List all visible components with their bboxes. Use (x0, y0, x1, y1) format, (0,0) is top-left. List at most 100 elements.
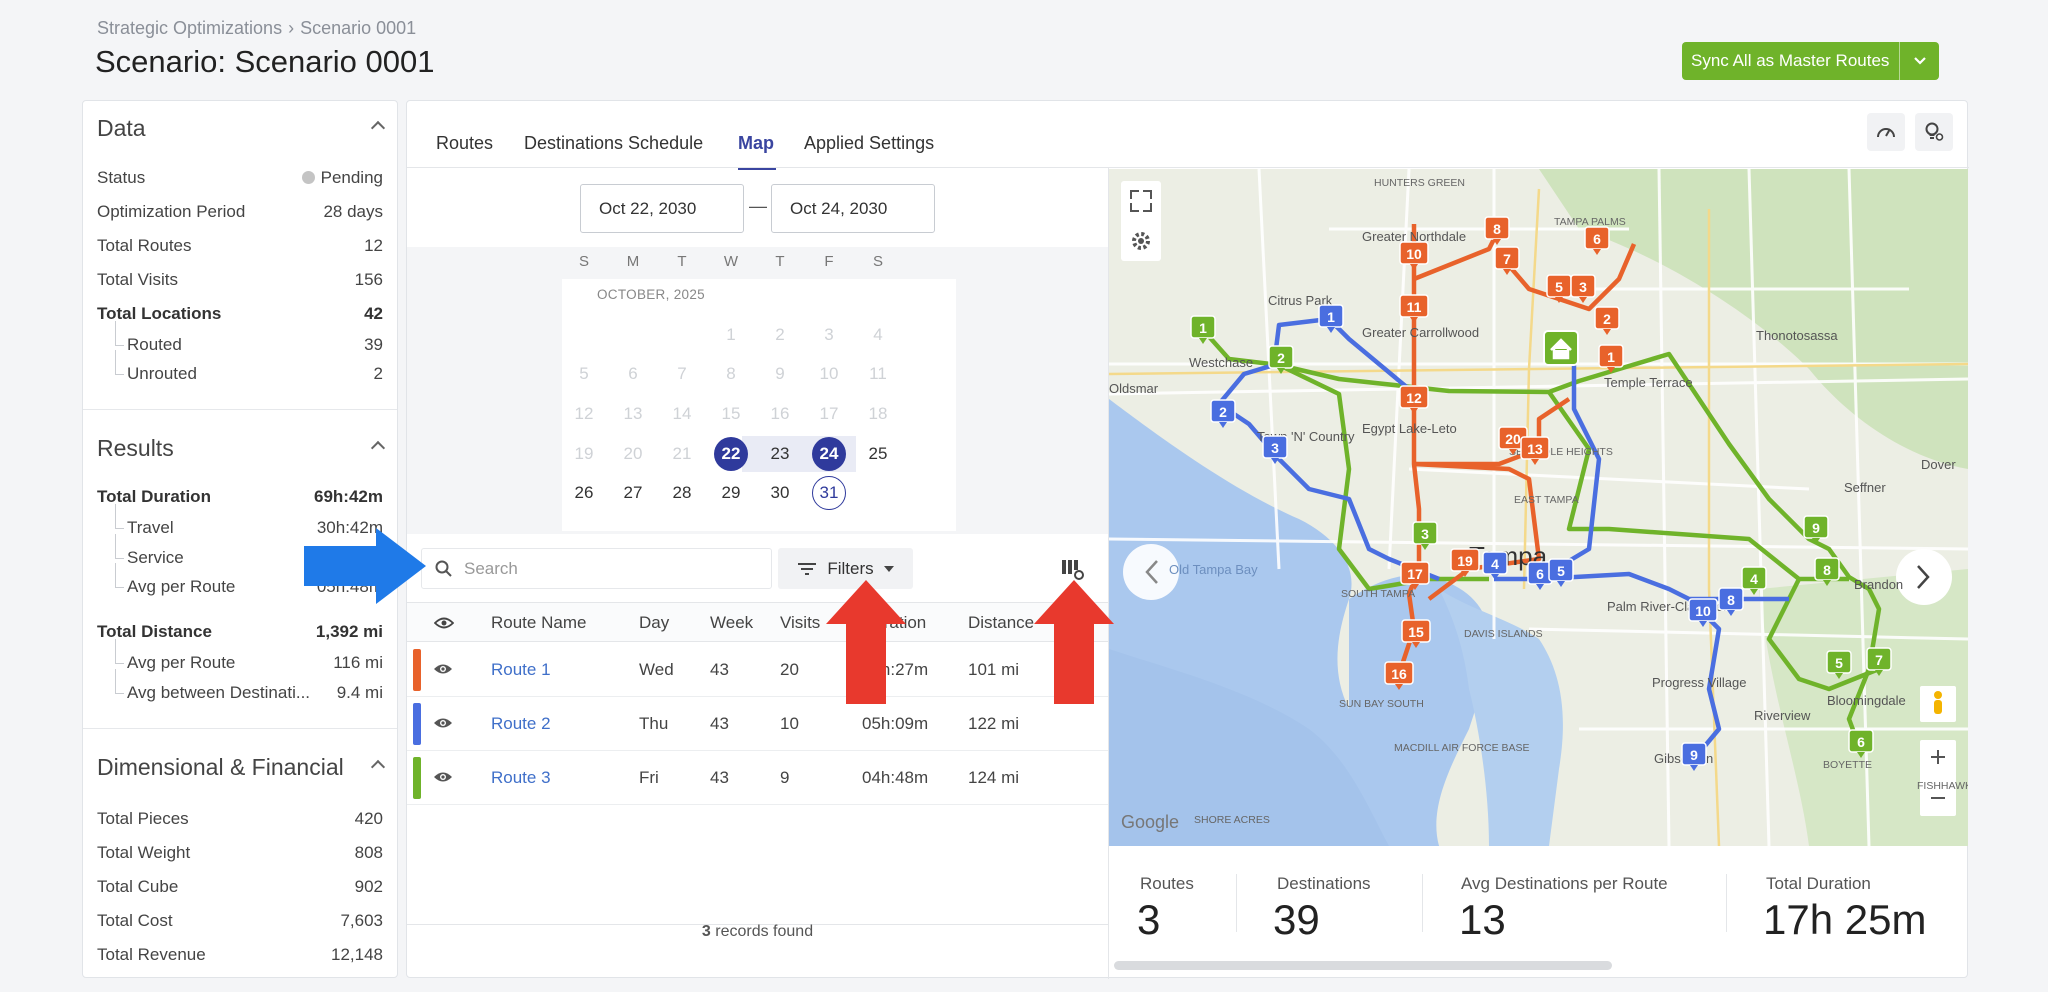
calendar-day[interactable]: 21 (672, 444, 692, 463)
route-1-stop-pin[interactable]: 12 (1399, 385, 1429, 414)
table-row[interactable]: Route 1 Wed 43 20 07h:27m 101 mi (407, 643, 1108, 697)
calendar-day[interactable]: 1 (726, 325, 736, 344)
calendar-day[interactable]: 6 (628, 364, 638, 383)
route-1-stop-pin[interactable]: 19 (1450, 548, 1480, 577)
collapse-data-icon[interactable] (370, 120, 386, 136)
collapse-results-icon[interactable] (370, 440, 386, 456)
column-header[interactable]: Day (639, 613, 670, 632)
calendar-day[interactable]: 17 (819, 404, 839, 423)
route-1-stop-pin[interactable]: 15 (1401, 619, 1431, 648)
calendar-day[interactable]: 28 (672, 483, 692, 502)
route-2-stop-pin[interactable]: 3 (1262, 435, 1288, 464)
calendar-day[interactable]: 15 (721, 404, 741, 423)
route-3-stop-pin[interactable]: 9 (1803, 515, 1829, 544)
table-row[interactable]: Route 2 Thu 43 10 05h:09m 122 mi (407, 697, 1108, 751)
route-name-link[interactable]: Route 1 (491, 660, 551, 679)
filters-button[interactable]: Filters (778, 548, 913, 589)
calendar-day[interactable]: 7 (677, 364, 687, 383)
calendar-day[interactable]: 22 (714, 437, 748, 471)
zoom-in-icon[interactable] (1931, 750, 1945, 764)
tab-applied-settings[interactable]: Applied Settings (804, 133, 935, 153)
route-1-stop-pin[interactable]: 3 (1570, 274, 1596, 303)
route-3-stop-pin[interactable]: 6 (1848, 729, 1874, 758)
route-1-stop-pin[interactable]: 13 (1520, 436, 1550, 465)
route-1-stop-pin[interactable]: 1 (1598, 344, 1624, 373)
eye-visibility-icon[interactable] (433, 661, 453, 677)
eye-visibility-icon[interactable] (433, 715, 453, 731)
calendar-day[interactable]: 8 (726, 364, 736, 383)
route-3-stop-pin[interactable]: 3 (1412, 521, 1438, 550)
calendar-day[interactable]: 31 (812, 476, 846, 510)
route-2-stop-pin[interactable]: 9 (1681, 742, 1707, 771)
lightbulb-settings-button[interactable] (1915, 113, 1953, 151)
search-input[interactable] (464, 559, 764, 579)
calendar-day[interactable]: 23 (770, 444, 790, 463)
calendar-day[interactable]: 18 (868, 404, 888, 423)
route-3-stop-pin[interactable]: 1 (1190, 315, 1216, 344)
route-2-stop-pin[interactable]: 8 (1718, 587, 1744, 616)
route-3-stop-pin[interactable]: 5 (1826, 650, 1852, 679)
route-1-stop-pin[interactable]: 7 (1494, 246, 1520, 275)
calendar-day[interactable]: 26 (574, 483, 594, 502)
map-settings-gear-icon[interactable] (1132, 232, 1150, 250)
calendar-day[interactable]: 20 (623, 444, 643, 463)
calendar-day[interactable]: 3 (824, 325, 834, 344)
route-2-stop-pin[interactable]: 4 (1482, 551, 1508, 580)
map-prev-button[interactable] (1123, 544, 1179, 600)
calendar-day[interactable]: 14 (672, 404, 692, 423)
route-1-stop-pin[interactable]: 6 (1584, 226, 1610, 255)
sync-all-button[interactable]: Sync All as Master Routes (1691, 51, 1890, 70)
end-date-field[interactable]: Oct 24, 2030 (771, 184, 935, 233)
column-header[interactable]: Week (710, 613, 754, 632)
calendar-day[interactable]: 30 (770, 483, 790, 502)
route-2-stop-pin[interactable]: 1 (1318, 304, 1344, 333)
route-2-stop-pin[interactable]: 5 (1548, 558, 1574, 587)
route-3-stop-pin[interactable]: 8 (1814, 557, 1840, 586)
calendar-day[interactable]: 29 (721, 483, 741, 502)
route-1-stop-pin[interactable]: 2 (1594, 306, 1620, 335)
depot-home-icon[interactable] (1543, 330, 1579, 366)
fullscreen-icon[interactable] (1130, 190, 1152, 212)
route-1-stop-pin[interactable]: 11 (1399, 294, 1429, 323)
calendar-day[interactable]: 9 (775, 364, 785, 383)
collapse-financial-icon[interactable] (370, 759, 386, 775)
tab-routes[interactable]: Routes (436, 133, 494, 153)
breadcrumb-parent-link[interactable]: Strategic Optimizations (97, 18, 283, 38)
calendar-day[interactable]: 13 (623, 404, 643, 423)
visibility-settings-icon[interactable] (434, 615, 454, 631)
column-header[interactable]: Visits (780, 613, 821, 632)
route-2-stop-pin[interactable]: 2 (1210, 399, 1236, 428)
calendar-day[interactable]: 27 (623, 483, 643, 502)
route-3-stop-pin[interactable]: 7 (1866, 647, 1892, 676)
route-1-stop-pin[interactable]: 20 (1498, 426, 1528, 455)
tab-destinations-schedule[interactable]: Destinations Schedule (524, 133, 704, 153)
start-date-field[interactable]: Oct 22, 2030 (580, 184, 744, 233)
column-settings-icon[interactable] (1061, 559, 1085, 581)
calendar-day[interactable]: 12 (574, 404, 594, 423)
calendar-day[interactable]: 4 (873, 325, 883, 344)
route-name-link[interactable]: Route 3 (491, 768, 551, 787)
calendar-day[interactable]: 11 (869, 364, 887, 383)
tab-map[interactable]: Map (738, 133, 774, 153)
column-header[interactable]: Distance (968, 613, 1035, 632)
route-1-stop-pin[interactable]: 10 (1399, 241, 1429, 270)
route-3-stop-pin[interactable]: 2 (1268, 345, 1294, 374)
route-map[interactable]: HUNTERS GREEN Greater Northdale TAMPA PALM… (1109, 169, 1968, 846)
route-1-stop-pin[interactable]: 8 (1484, 216, 1510, 245)
calendar-day[interactable]: 24 (812, 437, 846, 471)
calendar-day[interactable]: 16 (770, 404, 790, 423)
route-3-stop-pin[interactable]: 4 (1741, 566, 1767, 595)
table-row[interactable]: Route 3 Fri 43 9 04h:48m 124 mi (407, 751, 1108, 805)
route-name-link[interactable]: Route 2 (491, 714, 551, 733)
sync-dropdown-button[interactable] (1899, 42, 1939, 80)
calendar-day[interactable]: 5 (579, 364, 589, 383)
calendar-day[interactable]: 25 (868, 444, 888, 463)
horizontal-scrollbar[interactable] (1114, 961, 1612, 970)
speedometer-button[interactable] (1867, 113, 1905, 151)
route-1-stop-pin[interactable]: 16 (1384, 661, 1414, 690)
calendar-day[interactable]: 2 (775, 325, 785, 344)
calendar-day[interactable]: 10 (819, 364, 839, 383)
column-header[interactable]: Route Name (491, 613, 587, 632)
map-next-button[interactable] (1896, 549, 1952, 605)
route-2-stop-pin[interactable]: 10 (1688, 598, 1718, 627)
